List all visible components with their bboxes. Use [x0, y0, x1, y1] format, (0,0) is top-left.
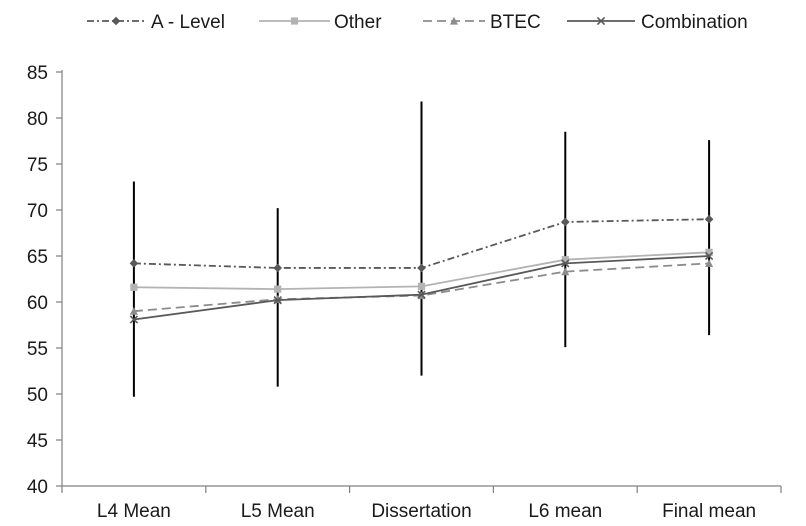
legend-marker-stroke [596, 16, 606, 26]
data-point-stroke [129, 315, 139, 324]
legend: A - Level Other BTEC Combination [87, 12, 748, 33]
data-point-shape [560, 217, 570, 227]
data-point [417, 282, 426, 290]
y-tick-label: 55 [27, 339, 48, 360]
data-point-shape [129, 307, 138, 315]
y-tick-label: 85 [27, 63, 48, 84]
data-point [705, 259, 714, 267]
y-tick-label: 50 [27, 385, 48, 406]
data-point-stroke [273, 295, 282, 305]
data-point-shape [273, 263, 283, 273]
x-tick-label: Final mean [662, 501, 756, 522]
data-point [561, 256, 569, 264]
x-tick-label: L5 Mean [241, 501, 315, 522]
legend-item: A - Level [87, 12, 225, 33]
data-point [705, 248, 713, 256]
data-point [129, 259, 139, 268]
x-tick-label: L6 mean [528, 501, 602, 522]
x-tick-label: L4 Mean [97, 501, 171, 522]
legend-item: BTEC [423, 12, 541, 33]
legend-marker-shape [450, 16, 458, 25]
legend-marker [450, 16, 458, 25]
y-tick-label: 80 [27, 109, 48, 130]
data-point-shape [417, 263, 426, 273]
y-tick-label: 65 [27, 247, 48, 268]
legend-item: Other [259, 12, 382, 33]
data-point [273, 263, 283, 273]
data-point-shape [561, 256, 569, 264]
data-point-shape [129, 259, 139, 268]
data-point-stroke [561, 259, 570, 268]
series-combination [129, 251, 714, 324]
legend-marker-shape [111, 16, 121, 26]
data-point [704, 251, 714, 261]
data-point [273, 295, 282, 305]
series-a-level [129, 214, 714, 273]
error-bars [132, 101, 711, 397]
data-point-shape [704, 214, 714, 224]
data-point-shape [705, 248, 713, 256]
y-tick-label: 60 [27, 293, 48, 314]
series-group [129, 214, 714, 324]
y-tick-label: 45 [27, 431, 48, 452]
data-point [129, 307, 138, 315]
y-tick-label: 70 [27, 201, 48, 222]
data-point-shape [561, 267, 570, 276]
x-tick-label: Dissertation [371, 501, 471, 522]
legend-marker [596, 16, 606, 26]
data-point [561, 267, 570, 276]
data-point [704, 214, 714, 224]
data-point-stroke [417, 290, 426, 299]
legend-label: BTEC [490, 12, 541, 33]
axes: 40 45 50 55 60 65 70 75 80 85 L4 Mean L5 Mean Disser… [27, 63, 782, 522]
y-tick-label: 75 [27, 155, 48, 176]
data-point [274, 285, 282, 293]
legend-label: A - Level [151, 12, 225, 33]
data-point-shape [417, 282, 426, 290]
series-other [130, 248, 713, 293]
data-point-stroke [704, 251, 714, 261]
data-point [560, 217, 570, 227]
legend-marker-shape [290, 17, 299, 25]
data-point-shape [130, 283, 138, 291]
data-point [561, 259, 570, 268]
y-tick-label: 40 [27, 477, 48, 498]
data-point-shape [705, 259, 714, 267]
legend-label: Other [334, 12, 382, 33]
data-point [417, 263, 426, 273]
legend-item: Combination [567, 12, 748, 33]
data-point [129, 315, 139, 324]
data-point [130, 283, 138, 291]
data-point [417, 290, 426, 299]
data-point-shape [274, 285, 282, 293]
legend-marker [290, 17, 299, 25]
legend-label: Combination [641, 12, 748, 33]
legend-marker [111, 16, 121, 26]
